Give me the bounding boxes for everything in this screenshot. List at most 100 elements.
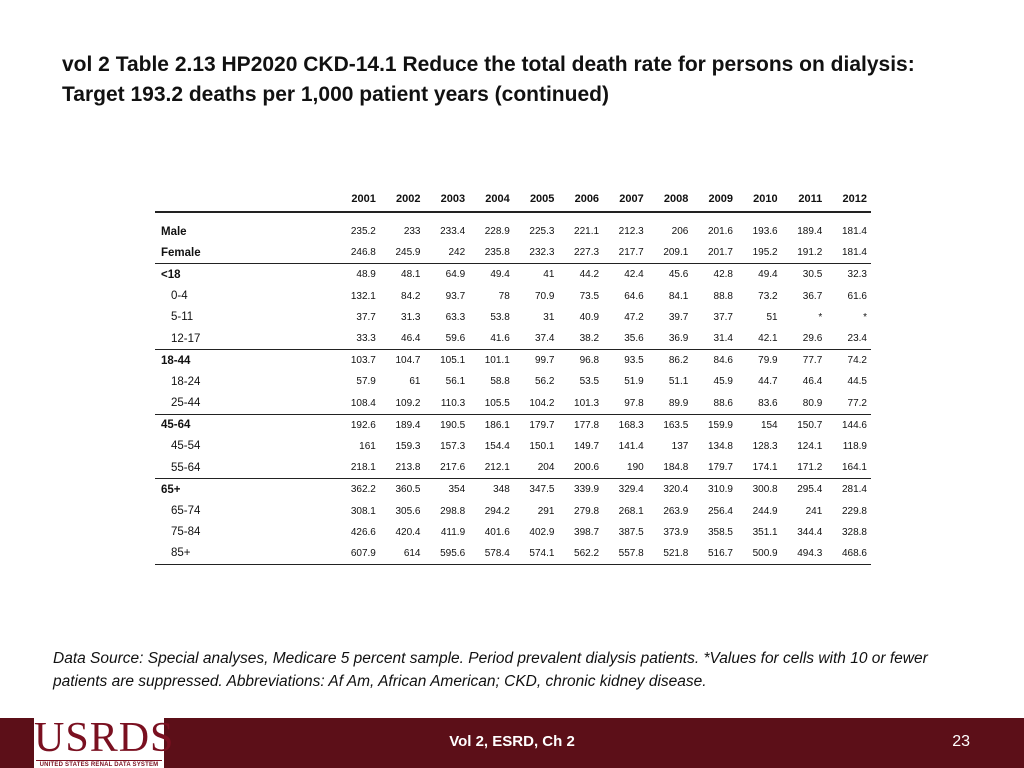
table-cell: 191.2 xyxy=(797,247,823,259)
table-cell: 221.1 xyxy=(574,226,600,238)
year-header: 2009 xyxy=(692,187,737,213)
logo-divider xyxy=(36,760,162,761)
table-cell: 227.3 xyxy=(574,247,600,259)
year-header: 2010 xyxy=(736,187,782,213)
spacer-cell xyxy=(155,212,871,221)
table-cell: 387.5 xyxy=(618,526,644,538)
table-cell: 37.4 xyxy=(534,333,555,345)
table-cell: 48.1 xyxy=(379,263,425,286)
table-cell: 201.6 xyxy=(707,226,733,238)
row-label: 45-64 xyxy=(155,413,336,436)
table-cell: 190.5 xyxy=(424,413,470,436)
table-cell: 137 xyxy=(671,440,689,452)
table-cell: 212.3 xyxy=(618,226,644,238)
table-cell: 35.6 xyxy=(624,333,644,345)
table-cell: 402.9 xyxy=(529,526,555,538)
table-cell: 33.3 xyxy=(356,333,376,345)
table-cell: 468.6 xyxy=(826,542,871,565)
table-cell: 607.9 xyxy=(335,542,380,565)
table-cell: 574.1 xyxy=(513,542,559,565)
table-cell: 58.8 xyxy=(490,376,510,388)
table-cell: 31.4 xyxy=(713,333,733,345)
table-cell: 84.1 xyxy=(668,290,689,302)
table-cell: 104.2 xyxy=(529,397,555,409)
table-cell: 42.8 xyxy=(692,263,737,286)
table-cell: 78 xyxy=(498,290,510,302)
table-row: 18-24 57.9 61 56.1 58.8 56.2 53.5 51.9 51.1 45.9 4… xyxy=(155,371,871,392)
table-cell: 204 xyxy=(537,462,555,474)
table-cell: 150.7 xyxy=(781,413,827,436)
table-row: 45-64 192.6 189.4 190.5 186.1 179.7 177.8 168.3… xyxy=(155,413,871,436)
table-cell: 149.7 xyxy=(574,440,600,452)
table-cell: 42.4 xyxy=(603,263,648,286)
table-cell: 159.9 xyxy=(692,413,737,436)
table-cell: 232.3 xyxy=(529,247,555,259)
table-cell: 83.6 xyxy=(758,397,778,409)
table-cell: 73.5 xyxy=(579,290,600,302)
table-cell: 291 xyxy=(537,505,555,517)
table-cell: 426.6 xyxy=(350,526,376,538)
table-cell: 305.6 xyxy=(395,505,421,517)
table-cell: 41.6 xyxy=(490,333,510,345)
table-cell: 181.4 xyxy=(841,226,867,238)
table-cell: 51.1 xyxy=(668,376,689,388)
table-cell: 79.9 xyxy=(736,349,782,372)
table-cell: 132.1 xyxy=(350,290,376,302)
table-row: 12-17 33.3 46.4 59.6 41.6 37.4 38.2 35.6 36.9 31.… xyxy=(155,328,871,350)
table-cell: 93.7 xyxy=(445,290,466,302)
table-cell: 101.1 xyxy=(469,349,514,372)
slide-title: vol 2 Table 2.13 HP2020 CKD-14.1 Reduce … xyxy=(62,53,915,106)
table-cell: 347.5 xyxy=(513,478,559,501)
table-cell: 351.1 xyxy=(752,526,778,538)
table-cell: 31 xyxy=(543,311,555,323)
table-cell: 36.9 xyxy=(668,333,689,345)
table-cell: 110.3 xyxy=(440,397,466,409)
year-header: 2012 xyxy=(826,187,871,213)
page-number: 23 xyxy=(952,733,970,750)
table-cell: 84.2 xyxy=(401,290,421,302)
table-cell: 38.2 xyxy=(579,333,600,345)
year-header: 2011 xyxy=(781,187,827,213)
table-cell: 59.6 xyxy=(445,333,466,345)
table-cell: 103.7 xyxy=(335,349,380,372)
table-cell: 186.1 xyxy=(469,413,514,436)
table-cell: 154.4 xyxy=(484,440,510,452)
table-cell: 70.9 xyxy=(534,290,555,302)
table-cell: 614 xyxy=(379,542,425,565)
table-cell: 228.9 xyxy=(484,226,510,238)
table-cell: 268.1 xyxy=(618,505,644,517)
table-cell: 56.2 xyxy=(534,376,555,388)
table-cell: 217.7 xyxy=(618,247,644,259)
table-cell: 320.4 xyxy=(647,478,693,501)
table-cell: 40.9 xyxy=(579,311,600,323)
table-cell: 109.2 xyxy=(395,397,421,409)
table-row: 85+ 607.9 614 595.6 578.4 574.1 562.2 557.8 521.… xyxy=(155,542,871,565)
table-cell: 105.1 xyxy=(424,349,470,372)
table-cell: 96.8 xyxy=(558,349,604,372)
table-cell: 39.7 xyxy=(668,311,689,323)
table-cell: 42.1 xyxy=(758,333,778,345)
table-header-row: 2001 2002 2003 2004 2005 2006 2007 2008 … xyxy=(155,187,871,213)
table-row: Male 235.2 233 233.4 228.9 225.3 221.1 212.3 206… xyxy=(155,221,871,242)
row-label: 85+ xyxy=(155,542,336,565)
table-cell: 218.1 xyxy=(350,462,376,474)
table-cell: 411.9 xyxy=(440,526,466,538)
table-row: Female 246.8 245.9 242 235.8 232.3 227.3 217.7 2… xyxy=(155,242,871,264)
table-row: <18 48.9 48.1 64.9 49.4 41 44.2 42.4 45.6 42.8 49.… xyxy=(155,263,871,286)
header-corner xyxy=(155,187,336,213)
table-row: 18-44 103.7 104.7 105.1 101.1 99.7 96.8 93.5 86.… xyxy=(155,349,871,372)
table-cell: 30.5 xyxy=(781,263,827,286)
table-cell: 420.4 xyxy=(395,526,421,538)
table-cell: 179.7 xyxy=(707,462,733,474)
data-source-note: Data Source: Special analyses, Medicare … xyxy=(53,650,928,690)
table-cell: 263.9 xyxy=(663,505,689,517)
table-cell: 45.6 xyxy=(647,263,693,286)
table-cell: 500.9 xyxy=(736,542,782,565)
year-header: 2007 xyxy=(603,187,648,213)
table-cell: 339.9 xyxy=(558,478,604,501)
table-cell: 201.7 xyxy=(707,247,733,259)
table-row: 65-74 308.1 305.6 298.8 294.2 291 279.8 268.1 26… xyxy=(155,500,871,521)
table-cell: 235.8 xyxy=(484,247,510,259)
table-cell: 300.8 xyxy=(736,478,782,501)
table-cell: 217.6 xyxy=(440,462,466,474)
